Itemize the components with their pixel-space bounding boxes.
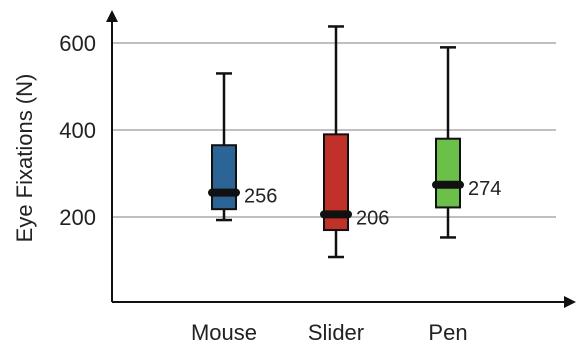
category-labels: Mouse Slider Pen (191, 320, 468, 345)
median-bar-slider (320, 210, 352, 219)
y-tick-labels: 200 400 600 (59, 31, 96, 230)
y-tick-label-400: 400 (59, 118, 96, 143)
category-label-slider: Slider (308, 320, 364, 345)
box-mouse: 256 (208, 72, 277, 222)
y-axis-arrow (106, 10, 118, 22)
median-label-pen: 274 (468, 178, 501, 200)
median-bar-mouse (208, 188, 240, 197)
y-axis-title: Eye Fixations (N) (12, 74, 37, 243)
category-label-pen: Pen (428, 320, 467, 345)
median-bar-pen (432, 180, 464, 189)
iqr-box-pen (435, 137, 461, 209)
iqr-box-mouse (211, 144, 237, 211)
median-label-slider: 206 (356, 207, 389, 229)
box-slider: 206 (320, 25, 389, 259)
median-label-mouse: 256 (244, 186, 277, 208)
box-pen: 274 (432, 46, 501, 239)
y-tick-label-600: 600 (59, 31, 96, 56)
x-axis-arrow (564, 296, 576, 308)
axes (106, 10, 576, 308)
category-label-mouse: Mouse (191, 320, 257, 345)
box-series: 256 206 274 (208, 25, 501, 259)
y-tick-label-200: 200 (59, 205, 96, 230)
